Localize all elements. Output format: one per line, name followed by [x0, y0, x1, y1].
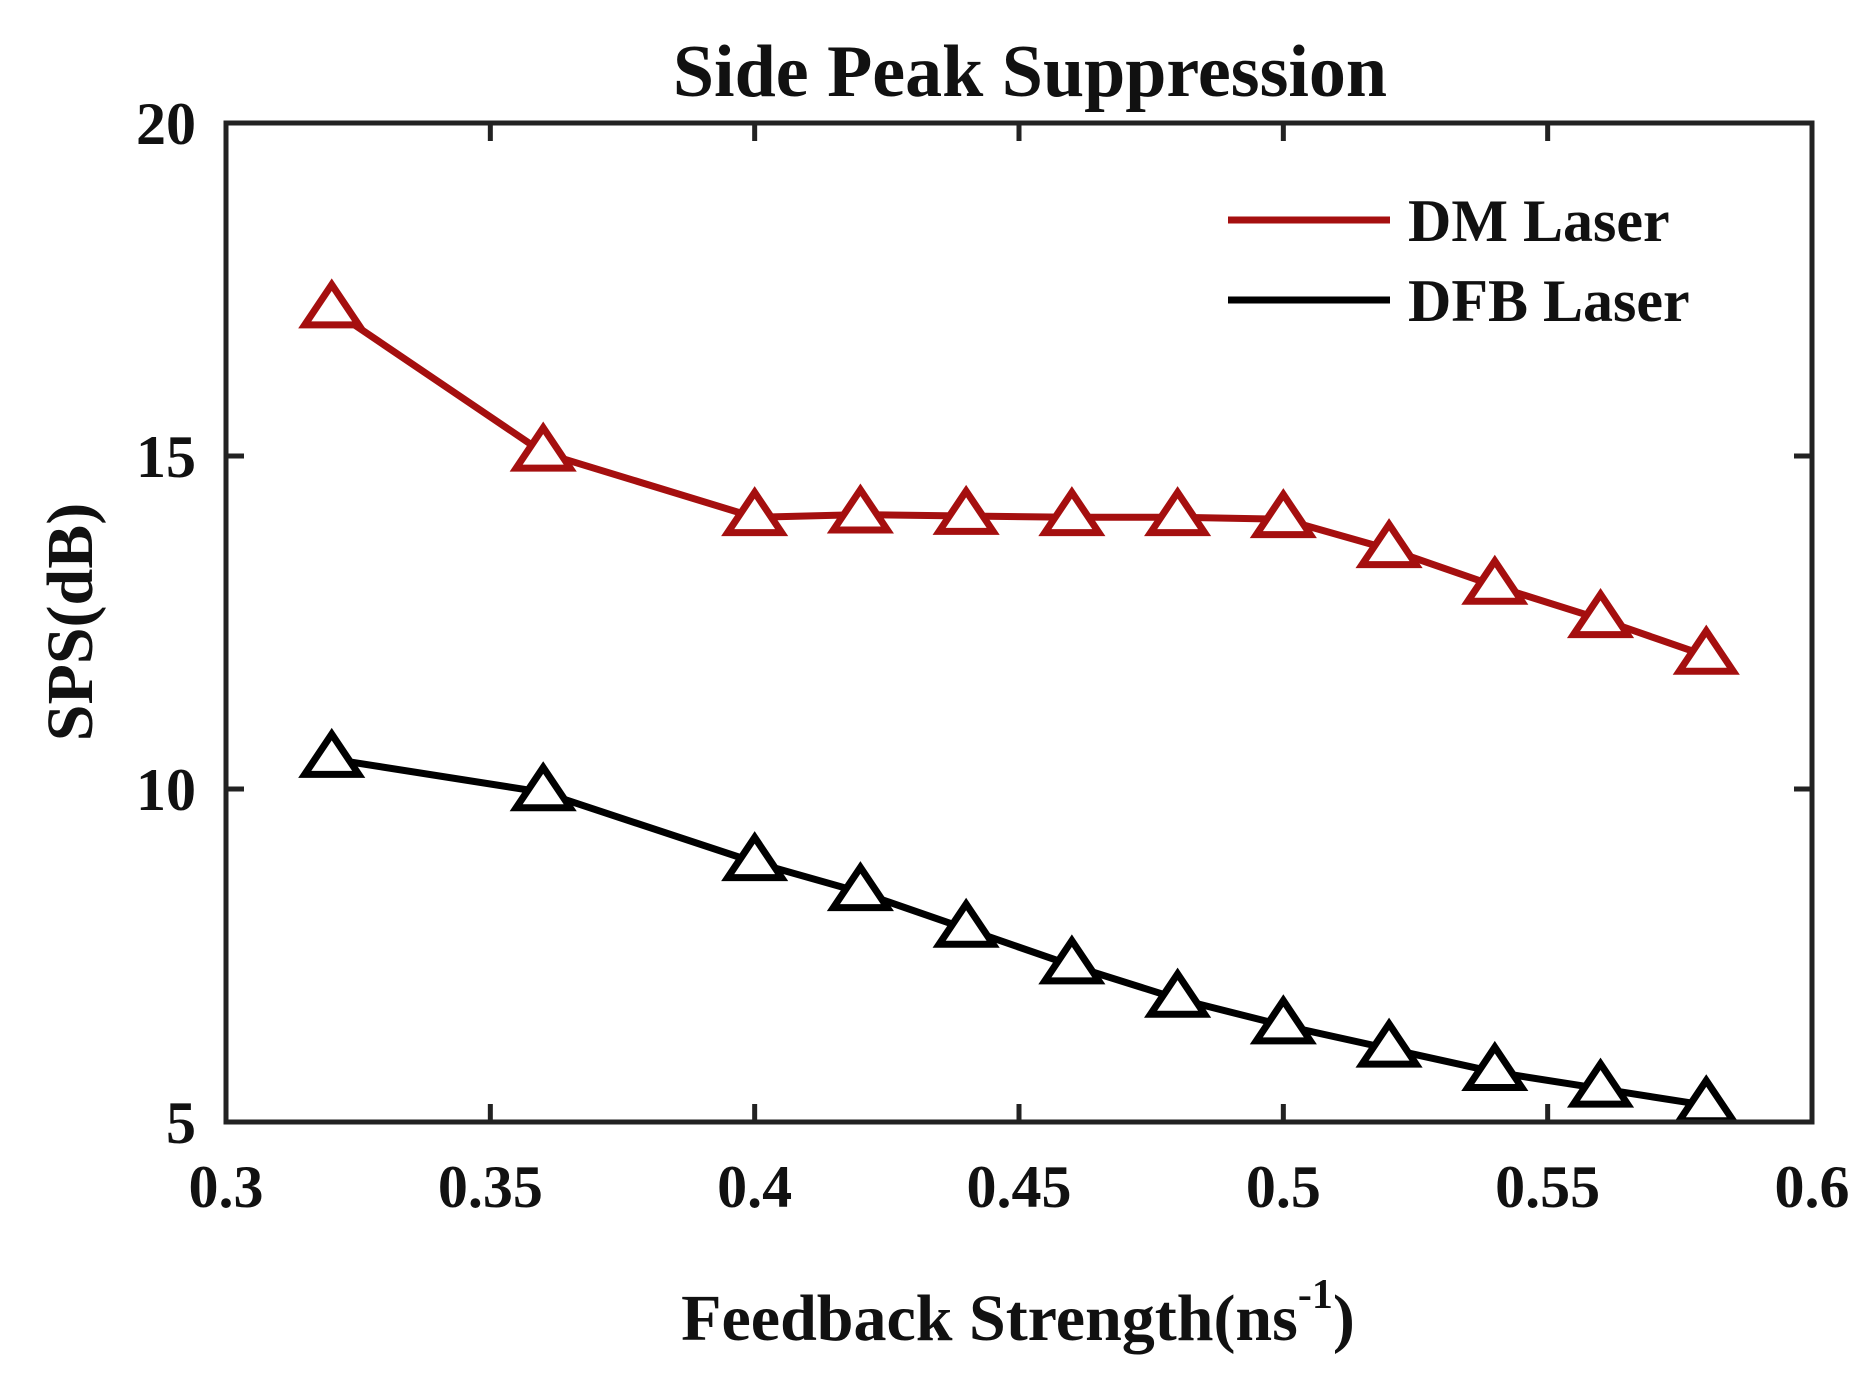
axis-ticks — [223, 120, 1815, 1125]
data-point-dfb-laser-7 — [1144, 967, 1212, 1018]
data-point-dfb-laser-2 — [509, 761, 577, 812]
x-tick-label-5: 0.5 — [1246, 1154, 1321, 1220]
y-tick-labels: 5 10 15 20 — [136, 91, 196, 1156]
x-axis-label-main: Feedback Strength(ns — [681, 1282, 1298, 1355]
data-point-dm-laser-9 — [1355, 518, 1423, 569]
x-axis-label-suffix: ) — [1333, 1282, 1355, 1355]
data-point-dfb-laser-10 — [1461, 1040, 1529, 1091]
x-tick-label-3: 0.4 — [717, 1154, 792, 1220]
data-point-dm-laser-5 — [932, 484, 1000, 535]
data-point-dm-laser-8 — [1249, 488, 1317, 539]
data-point-dfb-laser-9 — [1355, 1017, 1423, 1068]
x-tick-labels: 0.3 0.35 0.4 0.45 0.5 0.55 0.6 — [189, 1154, 1850, 1220]
y-axis-label: SPS(dB) — [34, 503, 107, 741]
chart-title: Side Peak Suppression — [673, 31, 1387, 113]
chart-legend: DM Laser DFB Laser — [1228, 188, 1690, 334]
x-tick-label-4: 0.45 — [967, 1154, 1072, 1220]
data-point-dfb-laser-11 — [1566, 1057, 1635, 1108]
data-point-dm-laser-6 — [1038, 486, 1106, 537]
data-point-dfb-laser-8 — [1249, 994, 1317, 1045]
data-point-dfb-laser-3 — [721, 831, 789, 882]
y-tick-label-2: 10 — [136, 757, 196, 823]
data-point-dfb-laser-6 — [1038, 934, 1106, 985]
legend-label-dfb-laser: DFB Laser — [1408, 268, 1690, 334]
data-point-dfb-laser-4 — [826, 861, 894, 912]
data-point-dfb-laser-5 — [932, 897, 1000, 948]
y-tick-label-1: 5 — [166, 1090, 196, 1156]
y-tick-label-4: 20 — [136, 91, 196, 157]
y-tick-label-3: 15 — [136, 424, 196, 490]
data-point-dm-laser-1 — [298, 278, 366, 329]
x-tick-label-2: 0.35 — [438, 1154, 543, 1220]
data-point-dm-laser-11 — [1566, 588, 1635, 639]
data-point-dm-laser-7 — [1144, 486, 1212, 537]
data-point-dm-laser-3 — [721, 486, 789, 537]
data-point-dm-laser-4 — [826, 483, 894, 534]
data-point-dm-laser-12 — [1672, 624, 1740, 675]
x-tick-label-1: 0.3 — [189, 1154, 264, 1220]
data-point-dm-laser-10 — [1461, 554, 1529, 605]
plot-marks — [298, 278, 1740, 1125]
data-point-dm-laser-2 — [509, 421, 577, 472]
legend-label-dm-laser: DM Laser — [1408, 188, 1670, 254]
x-tick-label-6: 0.55 — [1495, 1154, 1600, 1220]
x-axis-label-superscript: -1 — [1298, 1272, 1333, 1318]
x-axis-label: Feedback Strength(ns-1) — [681, 1272, 1355, 1355]
data-point-dfb-laser-1 — [298, 727, 366, 778]
x-tick-label-7: 0.6 — [1775, 1154, 1850, 1220]
